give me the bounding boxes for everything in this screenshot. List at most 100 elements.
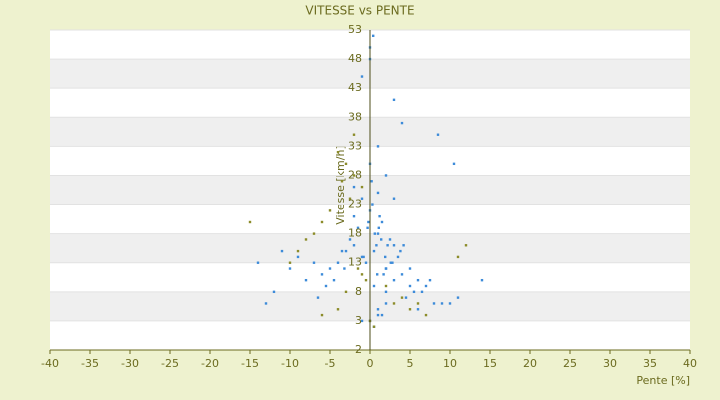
point [380,220,384,224]
point [272,290,276,294]
y-axis-label: Vitesse [km/h] [334,145,347,225]
point [352,185,356,189]
point [373,232,376,235]
point [408,308,412,311]
point [352,214,356,218]
point [402,244,405,247]
point [384,267,388,270]
point [392,244,396,247]
point [328,267,332,270]
point [344,162,348,166]
x-tick-label: 30 [603,357,617,370]
point [296,249,300,253]
point [452,162,456,166]
y-tick-label: -2 [351,343,362,356]
point [348,197,352,200]
point [400,121,404,125]
point [464,244,468,247]
point [248,220,252,224]
point [367,220,370,224]
point [280,249,284,253]
point [320,313,324,317]
point [370,180,373,183]
point [316,296,320,299]
point [344,249,348,253]
x-tick-label: 0 [367,357,374,370]
point [360,197,364,200]
point [336,261,340,264]
point [416,302,420,305]
point [386,244,389,247]
point [377,226,380,230]
point [320,273,324,276]
point [372,249,376,253]
point [336,308,340,311]
point [344,290,348,294]
point [384,284,388,288]
point [384,255,387,259]
point [364,278,368,282]
x-tick-label: -25 [161,357,179,370]
y-tick-label: 18 [348,227,362,240]
y-tick-label: 8 [355,285,362,298]
point [343,267,346,270]
x-axis-label: Pente [%] [636,374,690,387]
point [400,273,404,276]
x-tick-label: -5 [325,357,336,370]
point [356,267,360,270]
point [424,313,428,317]
point [389,261,392,264]
point [380,238,383,241]
point [332,278,336,282]
point [364,261,368,264]
point [340,249,344,253]
point [372,325,376,328]
point [352,133,356,136]
point [372,284,376,288]
point [352,174,356,177]
point [324,284,328,288]
point [312,261,316,264]
point [304,238,308,241]
point [296,255,300,259]
point [399,249,402,253]
point [360,75,364,78]
point [312,232,316,235]
point [256,261,260,264]
point [388,238,392,241]
point [304,278,308,282]
point [376,232,380,235]
point [456,255,460,259]
point [376,273,379,276]
point [416,308,420,311]
point [424,284,428,288]
x-tick-label: 35 [643,357,657,370]
x-tick-label: -15 [241,357,259,370]
x-tick-label: -10 [281,357,299,370]
point [264,302,268,305]
x-tick-label: -20 [201,357,219,370]
point [382,273,385,276]
y-tick-label: 48 [348,52,362,65]
point [366,226,369,230]
x-tick-label: 10 [443,357,457,370]
point [384,290,388,294]
point [352,244,356,247]
x-tick-label: -35 [81,357,99,370]
point [356,226,360,230]
point [360,255,364,259]
point [360,273,364,276]
point [376,145,380,148]
point [436,133,440,136]
point [320,220,324,224]
point [288,267,292,270]
point [392,98,396,102]
y-tick-label: 43 [348,81,362,94]
point [378,214,381,218]
point [456,296,460,299]
y-tick-label: 33 [348,139,362,152]
point [392,278,396,282]
point [376,313,380,317]
point [340,180,344,183]
